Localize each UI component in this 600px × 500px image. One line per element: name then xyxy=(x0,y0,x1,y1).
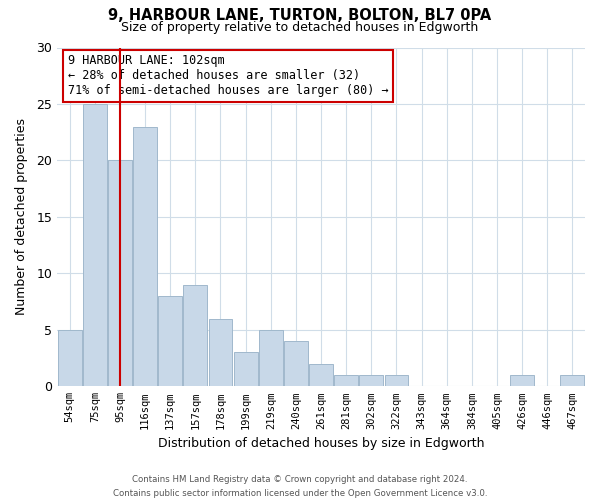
Y-axis label: Number of detached properties: Number of detached properties xyxy=(15,118,28,316)
Bar xyxy=(133,126,157,386)
Text: Size of property relative to detached houses in Edgworth: Size of property relative to detached ho… xyxy=(121,21,479,34)
Bar xyxy=(233,352,257,386)
Bar xyxy=(560,375,584,386)
Text: 9, HARBOUR LANE, TURTON, BOLTON, BL7 0PA: 9, HARBOUR LANE, TURTON, BOLTON, BL7 0PA xyxy=(109,8,491,22)
Bar xyxy=(158,296,182,386)
Bar xyxy=(184,284,207,386)
Text: 9 HARBOUR LANE: 102sqm
← 28% of detached houses are smaller (32)
71% of semi-det: 9 HARBOUR LANE: 102sqm ← 28% of detached… xyxy=(68,54,388,98)
Bar xyxy=(385,375,409,386)
X-axis label: Distribution of detached houses by size in Edgworth: Distribution of detached houses by size … xyxy=(158,437,484,450)
Bar xyxy=(359,375,383,386)
Bar xyxy=(259,330,283,386)
Bar xyxy=(83,104,107,387)
Bar xyxy=(309,364,333,386)
Bar xyxy=(510,375,534,386)
Bar xyxy=(209,318,232,386)
Bar xyxy=(284,341,308,386)
Text: Contains HM Land Registry data © Crown copyright and database right 2024.
Contai: Contains HM Land Registry data © Crown c… xyxy=(113,476,487,498)
Bar xyxy=(58,330,82,386)
Bar xyxy=(108,160,132,386)
Bar xyxy=(334,375,358,386)
